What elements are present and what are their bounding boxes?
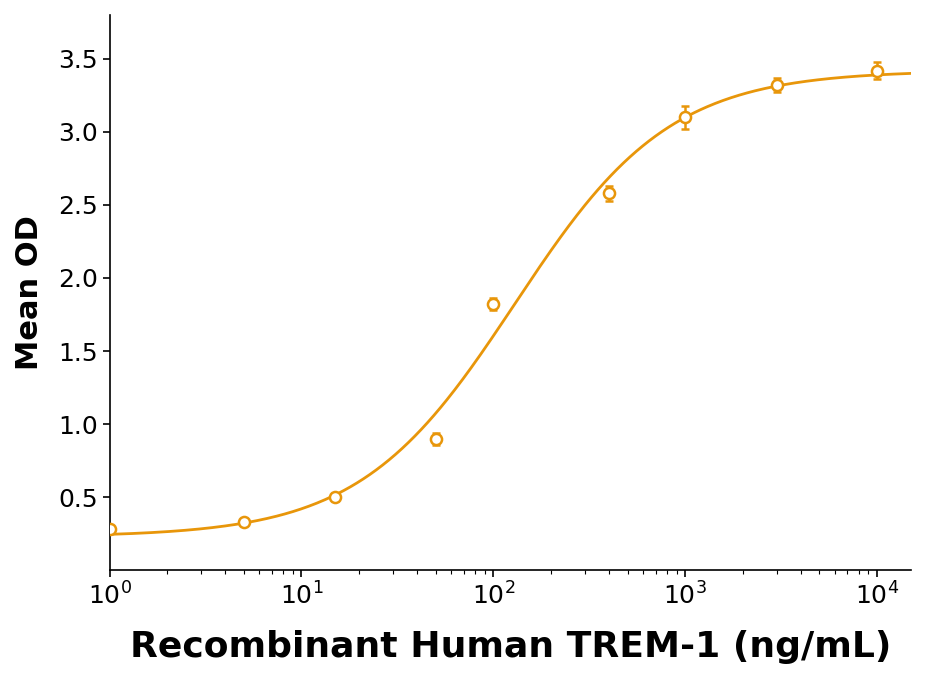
Y-axis label: Mean OD: Mean OD (15, 215, 44, 370)
X-axis label: Recombinant Human TREM-1 (ng/mL): Recombinant Human TREM-1 (ng/mL) (130, 630, 891, 664)
